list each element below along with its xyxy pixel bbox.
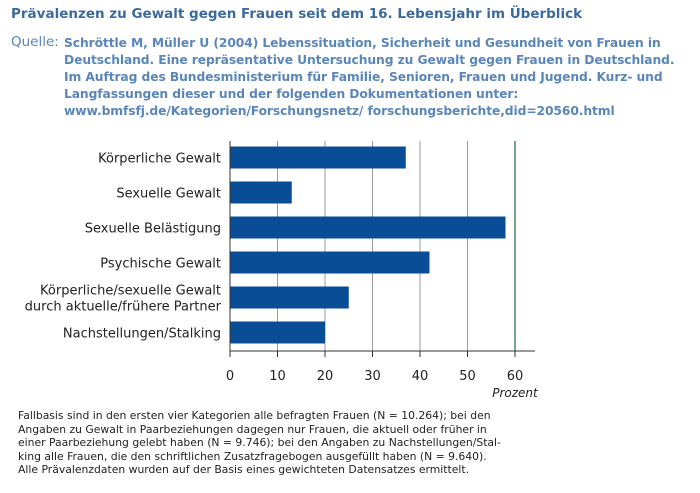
footnote-line: Angaben zu Gewalt in Paarbeziehungen dag…: [18, 422, 487, 436]
x-tick-label: 30: [364, 369, 381, 384]
x-tick-label: 40: [412, 369, 429, 384]
footnote-line: einer Paarbeziehung gelebt haben (N = 9.…: [18, 436, 501, 449]
bar: [230, 146, 406, 169]
category-label: Sexuelle Gewalt: [116, 187, 221, 202]
bar: [230, 181, 292, 204]
x-tick-label: 50: [459, 369, 476, 384]
category-label: Körperliche Gewalt: [98, 152, 221, 167]
category-label: durch aktuelle/frühere Partner: [25, 300, 222, 315]
category-label: Sexuelle Belästigung: [85, 222, 221, 237]
x-tick-label: 10: [269, 369, 286, 384]
bar-chart: Körperliche Gewalt Sexuelle Gewalt Sexuell…: [25, 141, 539, 400]
x-tick-label: 0: [226, 369, 234, 384]
category-label: Psychische Gewalt: [100, 257, 221, 272]
category-label: Körperliche/sexuelle Gewalt: [40, 284, 221, 299]
x-tick-label: 60: [507, 369, 524, 384]
footnote-line: king alle Frauen, die den schriftlichen …: [18, 449, 487, 463]
footnote-line: Alle Prävalenzdaten wurden auf der Basis…: [18, 463, 470, 476]
chart-title: Prävalenzen zu Gewalt gegen Frauen seit …: [11, 6, 583, 22]
bar: [230, 216, 506, 239]
source-text: Schröttle M, Müller U (2004) Lebenssitua…: [64, 36, 675, 118]
bar: [230, 321, 325, 344]
category-label: Nachstellungen/Stalking: [63, 327, 221, 342]
bar: [230, 286, 349, 309]
source-label: Quelle:: [11, 34, 59, 50]
bar: [230, 251, 430, 274]
x-tick-label: 20: [317, 369, 334, 384]
footnote-line: Fallbasis sind in den ersten vier Katego…: [18, 409, 491, 422]
footnote: Fallbasis sind in den ersten vier Katego…: [18, 409, 538, 477]
x-axis-label: Prozent: [492, 386, 539, 400]
